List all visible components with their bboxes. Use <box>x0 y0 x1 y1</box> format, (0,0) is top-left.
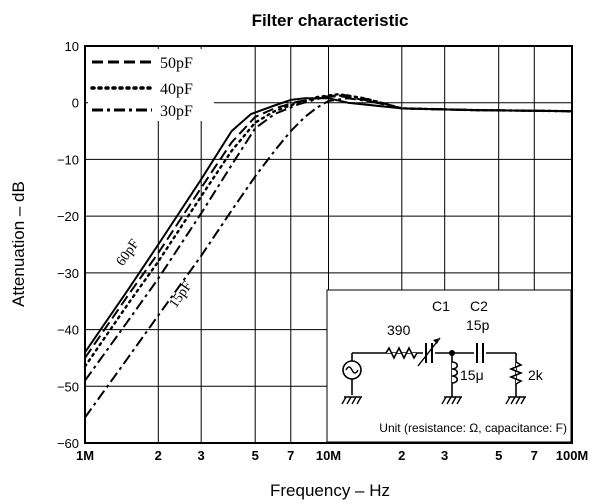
label-inductor-value: 15μ <box>460 367 484 383</box>
inset-background <box>326 289 572 443</box>
legend-label-40pf: 40pF <box>160 81 193 98</box>
label-r2: 2k <box>528 367 544 383</box>
x-tick-label: 5 <box>252 448 259 463</box>
inductor-icon <box>451 361 459 384</box>
chart-title: Filter characteristic <box>252 11 409 30</box>
curve-label-15pf: 15pF <box>167 279 196 311</box>
x-tick-label: 5 <box>495 448 502 463</box>
x-tick-label: 7 <box>531 448 538 463</box>
x-axis-ticks: 1M 2 3 5 7 10M 2 3 5 7 100M <box>76 448 588 463</box>
y-axis-label: Attenuation – dB <box>9 181 28 307</box>
x-tick-label: 2 <box>398 448 405 463</box>
y-tick-label: −10 <box>57 152 79 167</box>
plot-frame <box>84 45 573 444</box>
resistor-r2-icon <box>508 361 524 385</box>
x-tick-label: 3 <box>441 448 448 463</box>
label-r1: 390 <box>387 322 411 338</box>
x-tick-label: 2 <box>155 448 162 463</box>
ac-wave-icon <box>345 366 359 374</box>
series-line-60pf <box>84 97 573 353</box>
x-tick-label: 7 <box>287 448 294 463</box>
y-tick-label: −50 <box>57 379 79 394</box>
label-c2-value: 15p <box>466 317 490 333</box>
legend: 50pF 40pF 30pF <box>88 49 214 121</box>
variable-capacitor-c1-icon <box>417 337 441 367</box>
y-tick-label: 0 <box>72 96 79 111</box>
x-tick-label: 3 <box>198 448 205 463</box>
y-tick-label: −60 <box>57 436 79 451</box>
y-tick-label: 10 <box>65 39 79 54</box>
ground-symbol-r2-icon <box>505 396 526 405</box>
series-layer <box>83 93 574 419</box>
series-line-15pf <box>84 97 573 419</box>
x-tick-label: 1M <box>76 448 94 463</box>
y-axis-ticks: 10 0 −10 −20 −30 −40 −50 −60 <box>57 39 79 451</box>
curve-label-60pf: 60pF <box>114 237 143 269</box>
unit-note: Unit (resistance: Ω, capacitance: F) <box>379 421 567 435</box>
x-tick-label: 10M <box>316 448 341 463</box>
ground-symbol-inductor-icon <box>441 396 462 405</box>
x-tick-label: 100M <box>556 448 589 463</box>
ground-symbol-source-icon <box>341 396 362 405</box>
capacitor-c2-icon <box>474 343 486 363</box>
label-c1: C1 <box>432 298 450 314</box>
resistor-r1-icon <box>385 346 418 360</box>
label-c2: C2 <box>470 298 488 314</box>
y-tick-label: −30 <box>57 266 79 281</box>
y-tick-label: −20 <box>57 209 79 224</box>
legend-label-50pf: 50pF <box>160 55 193 72</box>
legend-label-30pf: 30pF <box>160 103 193 120</box>
circuit-inset: 390 C1 C2 15p 15μ 2k Unit (resistance: Ω… <box>326 289 572 443</box>
x-axis-label: Frequency – Hz <box>270 481 390 500</box>
y-tick-label: −40 <box>57 323 79 338</box>
